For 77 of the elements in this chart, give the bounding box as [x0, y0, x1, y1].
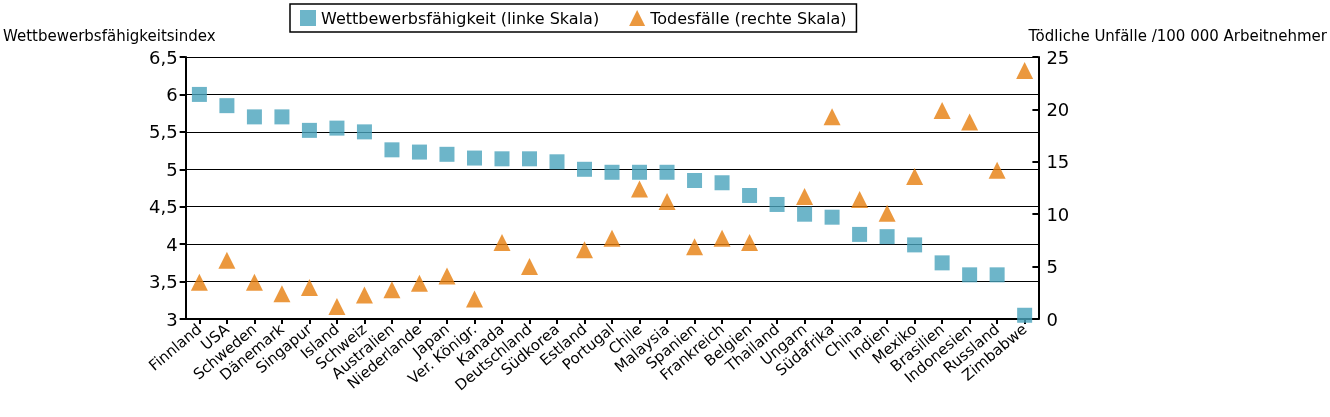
point	[522, 151, 537, 167]
point	[439, 146, 455, 162]
point	[961, 113, 979, 131]
point	[521, 258, 538, 276]
point	[301, 122, 317, 138]
point	[494, 151, 510, 167]
point	[933, 101, 951, 119]
point	[604, 164, 620, 180]
y-tick-label: 6	[166, 83, 178, 105]
point	[741, 234, 759, 251]
point	[797, 206, 813, 222]
point	[328, 297, 346, 315]
point	[659, 164, 675, 180]
y-tick-label: 6,5	[149, 46, 178, 68]
y2-tick-label: 5	[1046, 256, 1058, 278]
point	[906, 167, 924, 185]
point	[246, 109, 262, 125]
point	[218, 251, 236, 269]
point	[796, 187, 814, 205]
point	[714, 175, 730, 191]
y2-tick-label: 15	[1046, 151, 1070, 173]
point	[384, 142, 400, 158]
point	[190, 273, 208, 291]
point	[742, 187, 758, 203]
point	[603, 229, 621, 247]
y-tick-label: 5,5	[149, 121, 178, 143]
point	[631, 180, 649, 198]
point	[1017, 307, 1033, 323]
point	[713, 229, 731, 247]
legend-label: Todesfälle (rechte Skala)	[649, 8, 847, 28]
point	[962, 267, 978, 283]
point	[878, 204, 896, 222]
y2-tick-label: 0	[1046, 308, 1058, 330]
y2-axis-title: Tödliche Unfälle /100 000 Arbeitnehmer	[1027, 26, 1328, 45]
y-axis-title: Wettbewerbsfähigkeitsindex	[2, 26, 216, 45]
point	[191, 86, 207, 102]
legend-label: Wettbewerbsfähigkeit (linke Skala)	[321, 8, 600, 28]
point	[219, 98, 235, 114]
point	[411, 144, 427, 160]
point	[1016, 62, 1034, 80]
y-tick-label: 5	[166, 158, 178, 180]
point	[466, 150, 482, 166]
point	[576, 241, 594, 259]
point	[989, 267, 1005, 283]
point	[934, 255, 950, 271]
y2-tick-label: 20	[1046, 98, 1070, 120]
point	[824, 209, 840, 225]
point	[988, 161, 1006, 179]
point	[879, 229, 895, 245]
point	[410, 274, 428, 292]
point	[273, 285, 291, 303]
point	[632, 164, 648, 180]
point	[493, 234, 511, 251]
point	[438, 267, 456, 285]
point	[658, 193, 676, 211]
point	[383, 281, 401, 299]
y-tick-label: 3,5	[149, 271, 178, 293]
point	[549, 154, 565, 170]
point	[687, 173, 703, 189]
y2-tick-label: 10	[1046, 203, 1070, 225]
point	[465, 290, 483, 308]
point	[907, 237, 923, 253]
point	[823, 108, 841, 126]
y2-tick-label: 25	[1046, 46, 1070, 68]
point	[300, 279, 318, 297]
point	[355, 286, 373, 304]
point	[274, 109, 290, 125]
point	[852, 226, 868, 242]
point	[356, 124, 372, 140]
point	[329, 120, 345, 136]
y-tick-label: 4,5	[149, 196, 178, 218]
point	[769, 196, 785, 212]
y-tick-label: 4	[166, 233, 178, 255]
point	[851, 191, 869, 209]
point	[245, 273, 263, 291]
point	[577, 161, 593, 177]
point	[686, 238, 704, 256]
